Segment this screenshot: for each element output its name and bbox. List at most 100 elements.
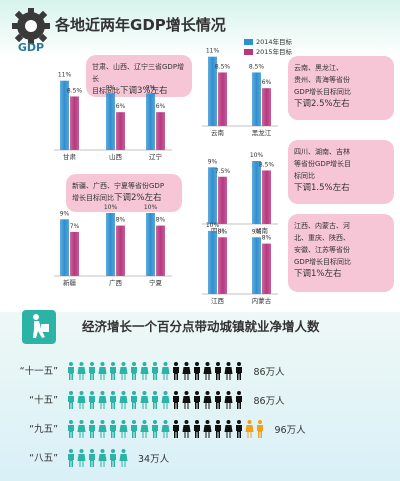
- legend-label-2014: 2014年目标: [256, 38, 293, 46]
- category-label: 宁夏: [149, 278, 163, 287]
- callout-group-3: 四川、湖南、吉林 等省份GDP增长目 标同比 下调1.5%左右: [288, 140, 394, 204]
- callout-accent: 下调1%左右: [294, 269, 342, 279]
- callout-line: 增长目标同比: [72, 194, 114, 202]
- data-label-2015: 8%: [156, 217, 166, 224]
- callout-group-1: 甘肃、山西、辽宁三省GDP增长 目标同比下调3%左右: [86, 55, 192, 97]
- legend-swatch-2014: [244, 39, 253, 45]
- bar-2015: [218, 176, 227, 224]
- bar-2014: [252, 237, 261, 294]
- callout-line: 目标同比: [92, 87, 120, 95]
- callout-accent: 下调3%左右: [120, 86, 168, 96]
- bar-2015: [70, 231, 79, 276]
- callout-line: GDP增长目标同比: [294, 258, 352, 266]
- callout-group-2: 云南、黑龙江、 贵州、青海等省份 GDP增长目标同比 下调2.5%左右: [288, 56, 394, 120]
- category-label: 甘肃: [63, 152, 77, 161]
- data-label-2014: 10%: [206, 222, 220, 229]
- data-label-2015: 6%: [116, 103, 126, 110]
- data-label-2014: 11%: [206, 48, 220, 55]
- data-label-2015: 8%: [116, 217, 126, 224]
- category-label: 四川: [211, 227, 224, 235]
- data-label-2015: 8.5%: [259, 161, 275, 168]
- data-label-2014: 10%: [104, 204, 118, 211]
- callout-accent: 下调1.5%左右: [294, 183, 350, 193]
- employment-section-bg: [0, 312, 400, 481]
- data-label-2014: 9%: [60, 210, 70, 217]
- bar-2015: [262, 170, 271, 224]
- walking-person-icon: [22, 310, 56, 344]
- bar-2015: [116, 225, 125, 276]
- bar-2015: [218, 237, 227, 294]
- callout-accent: 下调2.5%左右: [294, 99, 350, 109]
- callout-line: 新疆、广西、宁夏等省份GDP: [72, 182, 165, 190]
- bar-2015: [116, 112, 125, 150]
- header-banner: [0, 0, 400, 58]
- bar-2014: [252, 161, 261, 224]
- callout-line: 甘肃、山西、辽宁三省GDP增长: [92, 63, 185, 83]
- bar-2015: [156, 112, 165, 150]
- category-label: 广西: [109, 278, 123, 287]
- employment-title: 经济增长一个百分点带动城镇就业净增人数: [82, 319, 320, 334]
- data-label-2014: 9%: [106, 84, 116, 91]
- gdp-bar-charts: 11% 8.5% 甘肃 9% 6% 山西 9% 6% 辽宁 11% 8.5% 云南 8.5% 6% 黑龙江 9…: [54, 48, 278, 305]
- bar-2014: [252, 72, 261, 126]
- data-label-2014: 10%: [144, 204, 158, 211]
- data-label-2014: 9%: [146, 84, 156, 91]
- data-label-2015: 8.5%: [215, 63, 231, 70]
- callout-accent: 下调2%左右: [114, 193, 162, 203]
- bar-2014: [208, 231, 217, 294]
- category-label: 云南: [211, 128, 225, 137]
- data-label-2014: 10%: [250, 152, 264, 159]
- callout-line: GDP增长目标同比: [294, 88, 352, 96]
- data-label-2015: 7.5%: [215, 168, 231, 175]
- bar-2014: [208, 167, 217, 224]
- legend-label-2015: 2015年目标: [256, 48, 293, 56]
- category-label: 江西: [211, 297, 225, 305]
- category-label: 辽宁: [149, 152, 163, 161]
- category-label: 黑龙江: [252, 128, 272, 137]
- data-label-2015: 6%: [262, 79, 272, 86]
- callout-line: 云南、黑龙江、: [294, 64, 343, 72]
- bar-2015: [218, 72, 227, 126]
- callout-line: 标同比: [294, 172, 315, 180]
- data-label-2014: 8.5%: [249, 63, 265, 70]
- callout-line: 北、重庆、陕西、: [294, 234, 350, 242]
- legend-item-2014: 2014年目标: [244, 36, 292, 46]
- bar-2014: [146, 213, 155, 276]
- data-label-2015: 8.5%: [67, 87, 83, 94]
- data-label-2015: 9%: [218, 228, 228, 235]
- data-label-2015: 8%: [262, 235, 272, 242]
- category-label: 内蒙古: [252, 296, 272, 305]
- bar-2014: [60, 219, 69, 276]
- callout-line: 四川、湖南、吉林: [294, 148, 350, 156]
- bar-2014: [146, 93, 155, 150]
- callout-line: 安徽、江苏等省份: [294, 246, 350, 254]
- bar-2015: [70, 96, 79, 150]
- gear-label: GDP: [18, 41, 44, 52]
- category-label: 新疆: [63, 278, 77, 287]
- bar-2014: [208, 56, 217, 127]
- callout-group-4: 新疆、广西、宁夏等省份GDP 增长目标同比下调2%左右: [66, 174, 182, 212]
- callout-line: 江西、内蒙古、河: [294, 222, 350, 230]
- callout-group-5: 江西、内蒙古、河 北、重庆、陕西、 安徽、江苏等省份 GDP增长目标同比 下调1…: [288, 214, 394, 292]
- callout-line: 等省份GDP增长目: [294, 160, 352, 168]
- data-label-2014: 9%: [208, 158, 218, 165]
- data-label-2015: 6%: [156, 103, 166, 110]
- chart-legend: 2014年目标 2015年目标: [244, 36, 292, 56]
- page-title: 各地近两年GDP增长情况: [55, 16, 226, 34]
- data-label-2015: 7%: [70, 223, 80, 230]
- bar-2015: [262, 243, 271, 294]
- callout-line: 贵州、青海等省份: [294, 76, 350, 84]
- bar-2014: [106, 213, 115, 276]
- data-label-2014: 9%: [252, 228, 262, 235]
- legend-item-2015: 2015年目标: [244, 46, 292, 56]
- legend-swatch-2015: [244, 49, 253, 55]
- employment-section: 经济增长一个百分点带动城镇就业净增人数: [0, 308, 400, 481]
- bar-2014: [106, 93, 115, 150]
- category-label: 湖南: [255, 226, 269, 235]
- bar-2015: [156, 225, 165, 276]
- data-label-2014: 11%: [58, 72, 72, 79]
- gear-icon: GDP: [12, 8, 50, 52]
- bar-2014: [60, 80, 69, 150]
- bar-2015: [262, 88, 271, 126]
- category-label: 山西: [109, 152, 123, 161]
